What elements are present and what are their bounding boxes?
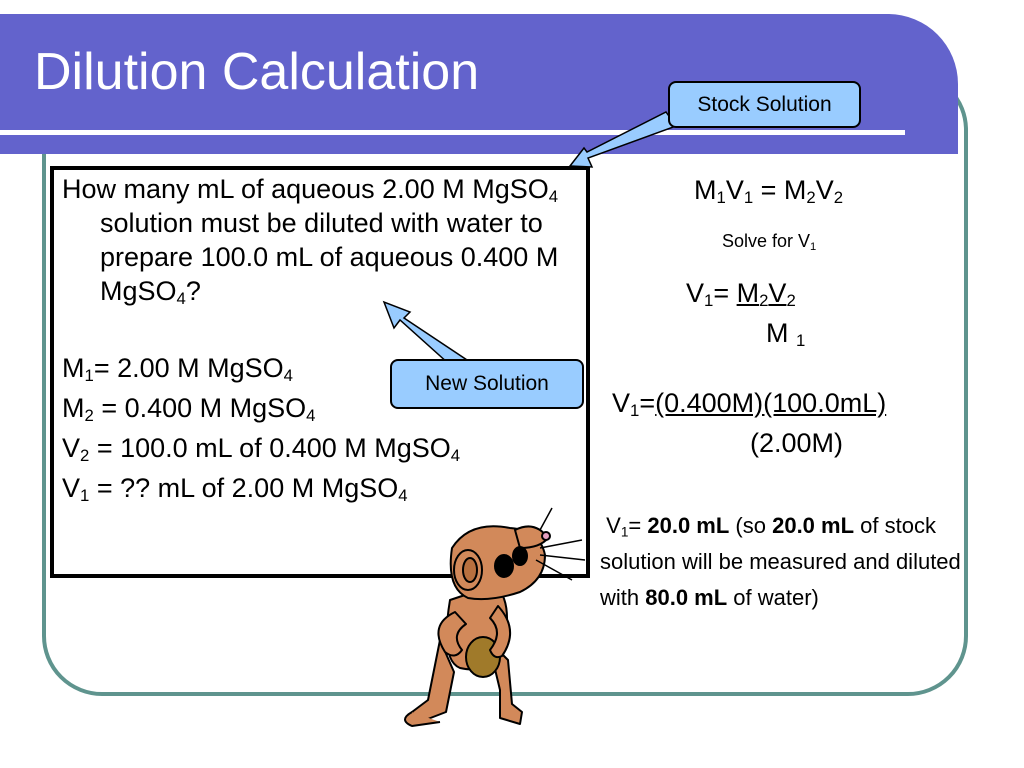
rearranged-denominator: M 1 (766, 318, 806, 351)
question-text: How many mL of aqueous 2.00 M MgSO4 solu… (62, 174, 559, 309)
given-line-v1: V1 = ?? mL of 2.00 M MgSO4 (62, 473, 408, 506)
answer-text: V1= 20.0 mL (so 20.0 mL of stock solutio… (600, 513, 961, 610)
dilution-formula: M1V1 = M2V2 (694, 175, 844, 208)
slide-title: Dilution Calculation (34, 43, 480, 101)
substituted-denominator: (2.00M) (750, 428, 844, 458)
rearranged-numerator: M2V2 (736, 278, 796, 311)
given-line-v2: V2 = 100.0 mL of 0.400 M MgSO4 (62, 433, 461, 466)
given-line-m1: M1= 2.00 M MgSO4 (62, 353, 293, 386)
given-line-m2: M2 = 0.400 M MgSO4 (62, 393, 316, 426)
substituted-formula: V1=(0.400M)(100.0mL) (612, 388, 887, 421)
cartoon-mouse-icon (404, 507, 586, 727)
banner-underline (0, 130, 905, 135)
rearranged-formula: V1= M2V2 (686, 278, 796, 311)
stock-arrow-icon (568, 111, 678, 168)
stock-solution-callout: Stock Solution (668, 81, 861, 128)
given-values: M1= 2.00 M MgSO4 M2 = 0.400 M MgSO4 V2 =… (62, 348, 460, 508)
solve-for-label: Solve for V1 (722, 231, 817, 253)
new-solution-callout: New Solution (390, 359, 584, 409)
